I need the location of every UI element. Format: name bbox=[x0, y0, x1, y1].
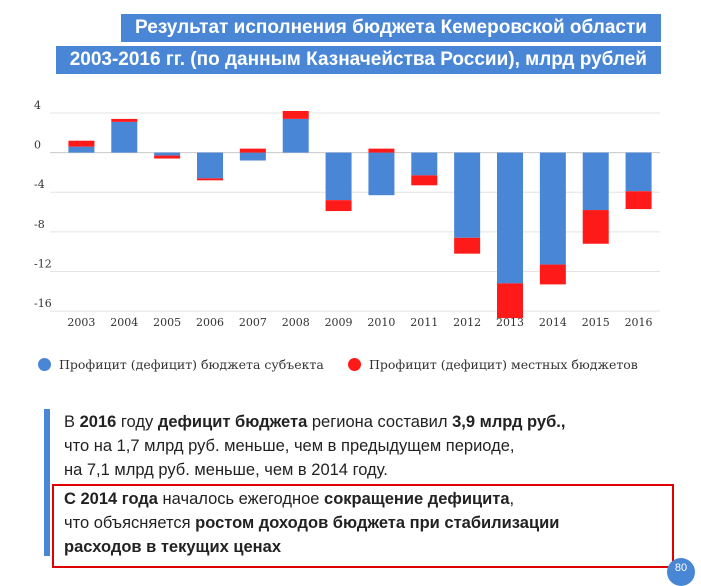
y-tick-label: -12 bbox=[34, 258, 52, 271]
bar-local-2011 bbox=[411, 175, 438, 186]
bar-region-2004 bbox=[111, 121, 138, 153]
bar-local-2004 bbox=[111, 118, 138, 122]
legend-item-region: Профицит (дефицит) бюджета субъекта bbox=[38, 357, 324, 372]
bar-local-2016 bbox=[625, 191, 652, 210]
bar-local-2003 bbox=[68, 140, 95, 147]
bar-region-2003 bbox=[68, 146, 95, 153]
bar-local-2013 bbox=[497, 283, 523, 319]
bar-region-2007 bbox=[239, 152, 266, 161]
legend-label-region: Профицит (дефицит) бюджета субъекта bbox=[59, 357, 324, 372]
y-tick-label: -4 bbox=[34, 178, 45, 191]
x-tick-label: 2004 bbox=[110, 316, 138, 329]
bar-region-2013 bbox=[497, 152, 523, 284]
x-tick-label: 2006 bbox=[196, 316, 224, 329]
y-tick-label: -8 bbox=[34, 218, 45, 231]
bar-local-2010 bbox=[368, 148, 395, 153]
legend-dot-blue bbox=[38, 358, 51, 371]
x-tick-label: 2012 bbox=[453, 316, 481, 329]
page-number: 80 bbox=[667, 558, 695, 586]
x-tick-label: 2011 bbox=[410, 316, 438, 329]
bar-local-2015 bbox=[582, 210, 609, 244]
title-line-1: Результат исполнения бюджета Кемеровской… bbox=[121, 14, 661, 42]
bar-region-2010 bbox=[368, 152, 395, 196]
x-tick-label: 2016 bbox=[625, 316, 653, 329]
bar-local-2005 bbox=[154, 155, 181, 159]
bar-region-2009 bbox=[325, 152, 352, 201]
accent-bar bbox=[44, 409, 50, 556]
highlight-paragraph: С 2014 года началось ежегодное сокращени… bbox=[64, 487, 559, 559]
bar-region-2016 bbox=[625, 152, 652, 192]
budget-chart: 4 0 -4 -8 -12 -16 2003 2004 2005 2006 2007 2008 2009… bbox=[34, 99, 660, 329]
bar-region-2008 bbox=[282, 118, 309, 153]
x-tick-label: 2015 bbox=[582, 316, 610, 329]
bar-region-2005 bbox=[154, 152, 181, 156]
legend-item-local: Профицит (дефицит) местных бюджетов bbox=[348, 357, 638, 372]
highlight-line-3: расходов в текущих ценах bbox=[64, 538, 282, 556]
y-tick-label: 4 bbox=[34, 99, 41, 112]
y-tick-label: -16 bbox=[34, 297, 52, 310]
legend-label-local: Профицит (дефицит) местных бюджетов bbox=[369, 357, 638, 372]
x-tick-label: 2005 bbox=[153, 316, 181, 329]
bar-region-2015 bbox=[582, 152, 609, 211]
summary-paragraph: В 2016 году дефицит бюджета региона сост… bbox=[64, 410, 565, 482]
bar-local-2012 bbox=[454, 237, 481, 254]
bar-local-2009 bbox=[325, 200, 352, 212]
x-tick-label: 2009 bbox=[325, 316, 353, 329]
bar-region-2014 bbox=[539, 152, 566, 265]
legend-dot-red bbox=[348, 358, 361, 371]
y-tick-label: 0 bbox=[34, 139, 41, 152]
bar-local-2006 bbox=[197, 178, 223, 181]
bar-region-2006 bbox=[197, 152, 223, 179]
bar-region-2011 bbox=[411, 152, 438, 176]
highlight-line-1: С 2014 года началось ежегодное сокращени… bbox=[64, 490, 515, 508]
x-tick-label: 2008 bbox=[282, 316, 310, 329]
x-tick-label: 2010 bbox=[367, 316, 395, 329]
summary-line-2: что на 1,7 млрд руб. меньше, чем в преды… bbox=[64, 437, 515, 455]
bar-local-2014 bbox=[539, 264, 566, 285]
x-tick-label: 2003 bbox=[67, 316, 95, 329]
highlight-line-2: что объясняется ростом доходов бюджета п… bbox=[64, 514, 560, 532]
x-tick-label: 2007 bbox=[239, 316, 267, 329]
bar-local-2008 bbox=[282, 110, 309, 119]
summary-line-1: В 2016 году дефицит бюджета региона сост… bbox=[64, 413, 566, 431]
bar-local-2007 bbox=[239, 148, 266, 153]
highlight-box bbox=[52, 484, 674, 568]
x-tick-label: 2013 bbox=[496, 316, 524, 329]
x-tick-label: 2014 bbox=[539, 316, 567, 329]
bar-region-2012 bbox=[454, 152, 481, 238]
summary-line-3: на 7,1 млрд руб. меньше, чем в 2014 году… bbox=[64, 461, 388, 479]
title-line-2: 2003-2016 гг. (по данным Казначейства Ро… bbox=[55, 46, 661, 74]
